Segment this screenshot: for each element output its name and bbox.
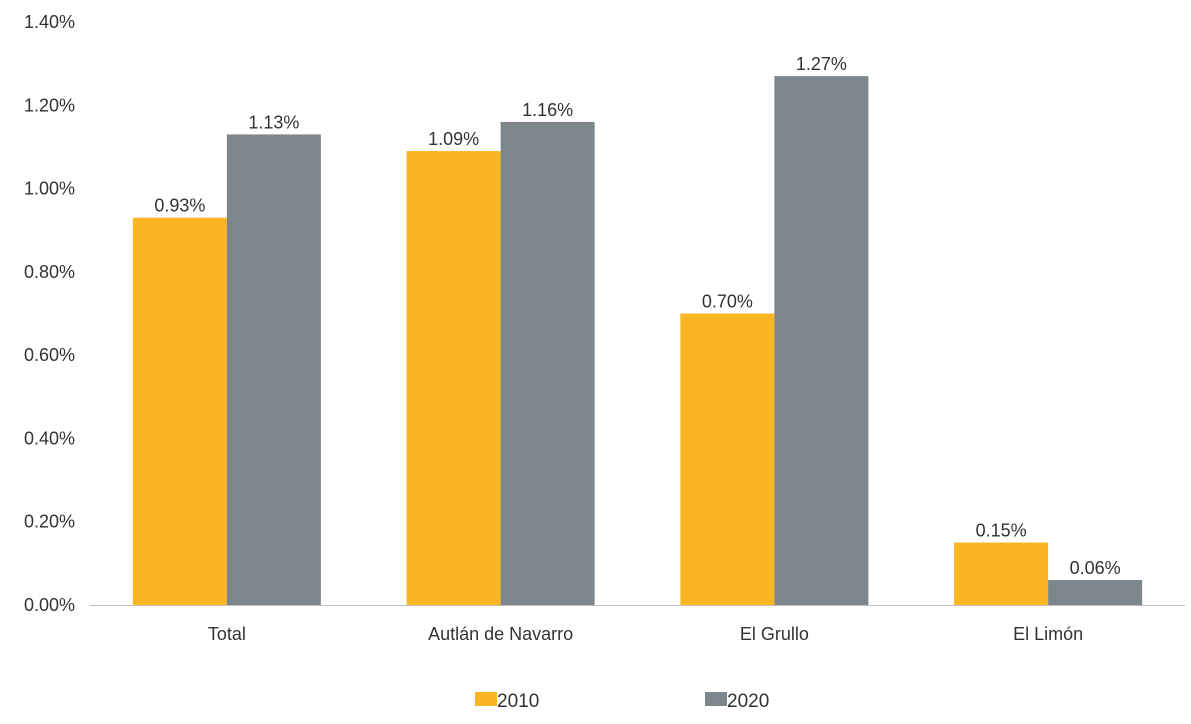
data-label: 0.93% bbox=[154, 196, 205, 216]
legend: 2010 2020 bbox=[475, 691, 769, 712]
legend-label: 2010 bbox=[497, 691, 539, 712]
y-tick-label: 1.00% bbox=[24, 179, 75, 199]
bar-2010 bbox=[954, 542, 1049, 605]
y-tick-label: 0.80% bbox=[24, 262, 75, 282]
y-tick-label: 1.20% bbox=[24, 95, 75, 115]
bar-2020 bbox=[500, 121, 595, 605]
data-label: 0.15% bbox=[976, 521, 1027, 541]
data-label: 1.16% bbox=[522, 100, 573, 120]
y-tick-label: 0.20% bbox=[24, 512, 75, 532]
legend-label: 2020 bbox=[727, 691, 769, 712]
bar-2020 bbox=[774, 76, 869, 605]
data-label: 1.09% bbox=[428, 129, 479, 149]
legend-swatch bbox=[475, 692, 497, 706]
bar-2010 bbox=[680, 313, 775, 605]
bar-2020 bbox=[1048, 580, 1143, 605]
bar-2010 bbox=[406, 151, 501, 606]
data-label: 0.06% bbox=[1070, 558, 1121, 578]
y-tick-label: 0.40% bbox=[24, 428, 75, 448]
data-label: 1.27% bbox=[796, 54, 847, 74]
data-label: 0.70% bbox=[702, 292, 753, 312]
x-tick-label: El Grullo bbox=[740, 624, 809, 644]
x-tick-label: Total bbox=[208, 624, 246, 644]
y-axis: 0.00% 0.20% 0.40% 0.60% 0.80% 1.00% 1.20% 1.40% bbox=[24, 12, 75, 615]
y-tick-label: 1.40% bbox=[24, 12, 75, 32]
bars-group bbox=[132, 76, 1143, 606]
data-label: 1.13% bbox=[248, 112, 299, 132]
legend-swatch bbox=[705, 692, 727, 706]
x-tick-label: El Limón bbox=[1013, 624, 1083, 644]
y-tick-label: 0.00% bbox=[24, 595, 75, 615]
x-axis: Total Autlán de Navarro El Grullo El Limón bbox=[90, 605, 1185, 644]
bar-2010 bbox=[132, 217, 227, 605]
data-labels-group: 0.93% 1.09% 0.70% 0.15% 1.13% 1.16% 1.27% 0.06% bbox=[154, 54, 1120, 578]
x-tick-label: Autlán de Navarro bbox=[428, 624, 573, 644]
bar-2020 bbox=[226, 134, 321, 605]
y-tick-label: 0.60% bbox=[24, 345, 75, 365]
